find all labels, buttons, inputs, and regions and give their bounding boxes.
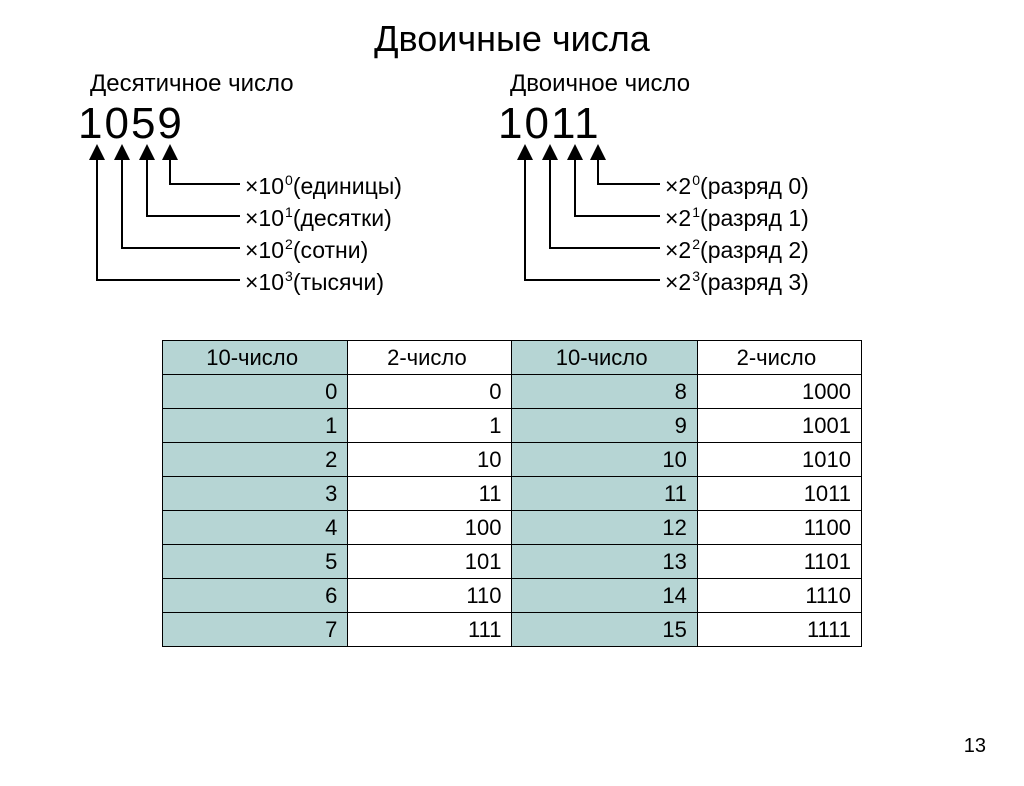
decimal-diagram: Десятичное число 1059 ×100(единицы)×101(… <box>60 70 500 146</box>
table-cell: 1001 <box>697 409 861 443</box>
table-row: 4100121100 <box>163 511 862 545</box>
table-cell: 9 <box>512 409 697 443</box>
binary-header: Двоичное число <box>510 70 920 98</box>
table-cell: 100 <box>348 511 512 545</box>
diagram-area: Десятичное число 1059 ×100(единицы)×101(… <box>0 70 1024 340</box>
place-row: ×103(тысячи) <box>245 266 402 298</box>
table-header-cell: 10-число <box>163 341 348 375</box>
place-row: ×23(разряд 3) <box>665 266 809 298</box>
table-cell: 111 <box>348 613 512 647</box>
table-cell: 1111 <box>697 613 861 647</box>
binary-place-rows: ×20(разряд 0)×21(разряд 1)×22(разряд 2)×… <box>665 170 809 298</box>
decimal-place-rows: ×100(единицы)×101(десятки)×102(сотни)×10… <box>245 170 402 298</box>
table-header-row: 10-число2-число10-число2-число <box>163 341 862 375</box>
table-cell: 1100 <box>697 511 861 545</box>
table-cell: 1110 <box>697 579 861 613</box>
table-cell: 1011 <box>697 477 861 511</box>
table-cell: 4 <box>163 511 348 545</box>
conversion-table-wrap: 10-число2-число10-число2-число 008100011… <box>162 340 862 647</box>
table-cell: 11 <box>348 477 512 511</box>
table-cell: 7 <box>163 613 348 647</box>
table-row: 5101131101 <box>163 545 862 579</box>
place-row: ×20(разряд 0) <box>665 170 809 202</box>
table-row: 311111011 <box>163 477 862 511</box>
decimal-header: Десятичное число <box>90 70 500 98</box>
binary-diagram: Двоичное число 1011 ×20(разряд 0)×21(раз… <box>480 70 920 146</box>
table-cell: 10 <box>512 443 697 477</box>
table-cell: 1101 <box>697 545 861 579</box>
table-row: 7111151111 <box>163 613 862 647</box>
table-body: 0081000119100121010101031111101141001211… <box>163 375 862 647</box>
table-cell: 101 <box>348 545 512 579</box>
table-row: 6110141110 <box>163 579 862 613</box>
table-header-cell: 10-число <box>512 341 697 375</box>
table-cell: 11 <box>512 477 697 511</box>
table-cell: 110 <box>348 579 512 613</box>
table-cell: 1010 <box>697 443 861 477</box>
table-cell: 2 <box>163 443 348 477</box>
place-row: ×102(сотни) <box>245 234 402 266</box>
table-row: 0081000 <box>163 375 862 409</box>
table-cell: 1000 <box>697 375 861 409</box>
table-cell: 13 <box>512 545 697 579</box>
table-cell: 12 <box>512 511 697 545</box>
table-header-cell: 2-число <box>348 341 512 375</box>
binary-number: 1011 <box>498 102 920 146</box>
place-row: ×101(десятки) <box>245 202 402 234</box>
decimal-number: 1059 <box>78 102 500 146</box>
table-row: 210101010 <box>163 443 862 477</box>
page-title: Двоичные числа <box>0 18 1024 60</box>
place-row: ×21(разряд 1) <box>665 202 809 234</box>
table-cell: 14 <box>512 579 697 613</box>
page-number: 13 <box>964 735 986 758</box>
place-row: ×22(разряд 2) <box>665 234 809 266</box>
table-cell: 5 <box>163 545 348 579</box>
place-row: ×100(единицы) <box>245 170 402 202</box>
table-cell: 1 <box>163 409 348 443</box>
table-header-cell: 2-число <box>697 341 861 375</box>
table-cell: 15 <box>512 613 697 647</box>
conversion-table: 10-число2-число10-число2-число 008100011… <box>162 340 862 647</box>
table-cell: 3 <box>163 477 348 511</box>
table-row: 1191001 <box>163 409 862 443</box>
table-cell: 8 <box>512 375 697 409</box>
table-cell: 10 <box>348 443 512 477</box>
table-cell: 0 <box>348 375 512 409</box>
table-cell: 1 <box>348 409 512 443</box>
table-cell: 6 <box>163 579 348 613</box>
table-cell: 0 <box>163 375 348 409</box>
